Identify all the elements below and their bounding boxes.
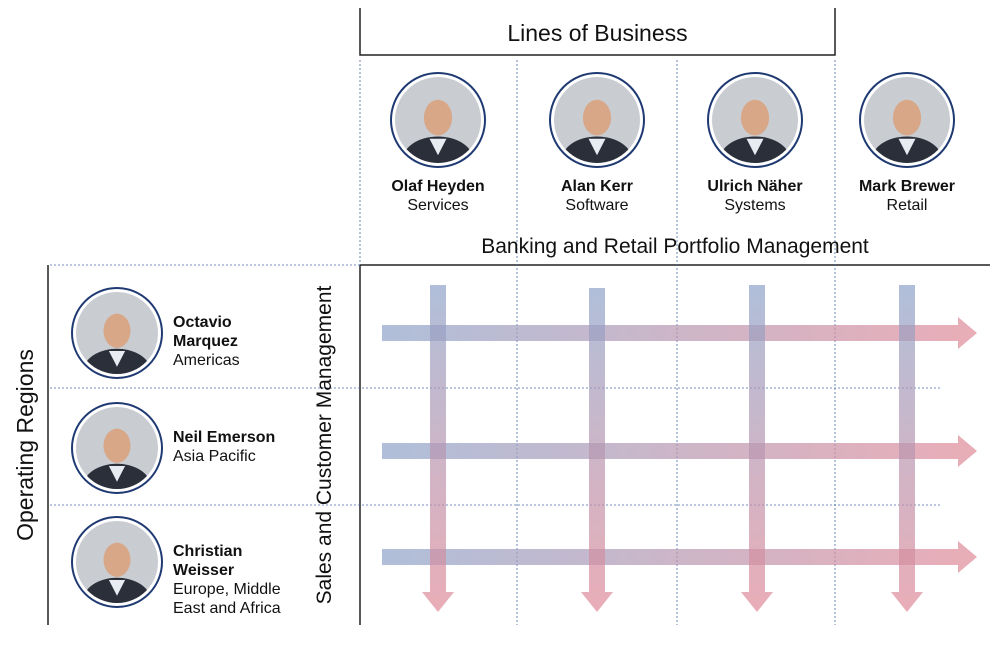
person-name: Alan Kerr (522, 177, 672, 196)
horizontal-arrow (382, 541, 977, 573)
column-footer: Banking and Retail Portfolio Management (360, 235, 990, 259)
person-region: Asia Pacific (173, 447, 285, 466)
person-name: Mark Brewer (832, 177, 982, 196)
person-role: Retail (832, 196, 982, 215)
head (104, 314, 131, 348)
person-role: Software (522, 196, 672, 215)
person-name: Octavio Marquez (173, 313, 285, 351)
arrows (382, 285, 977, 612)
head (893, 100, 921, 136)
person-region: Americas (173, 351, 285, 370)
photo (72, 288, 162, 394)
horizontal-arrow (382, 317, 977, 349)
person-role: Services (363, 196, 513, 215)
photo (391, 73, 485, 183)
photo (860, 73, 954, 183)
person-name: Olaf Heyden (363, 177, 513, 196)
rows-label: Operating Regions (12, 245, 38, 645)
head (424, 100, 452, 136)
person-name: Neil Emerson (173, 428, 285, 447)
person-name: Christian Weisser (173, 542, 285, 580)
photo (72, 403, 162, 509)
head (583, 100, 611, 136)
person-region: Europe, Middle East and Africa (173, 580, 285, 618)
photo (72, 517, 162, 623)
head (104, 543, 131, 577)
rows-side-label: Sales and Customer Management (313, 245, 337, 645)
person-role: Systems (680, 196, 830, 215)
person-name: Ulrich Näher (680, 177, 830, 196)
horizontal-arrow (382, 435, 977, 467)
photo (550, 73, 644, 183)
head (741, 100, 769, 136)
head (104, 429, 131, 463)
header-title: Lines of Business (360, 20, 835, 46)
matrix-graphics (0, 0, 990, 627)
photo (708, 73, 802, 183)
